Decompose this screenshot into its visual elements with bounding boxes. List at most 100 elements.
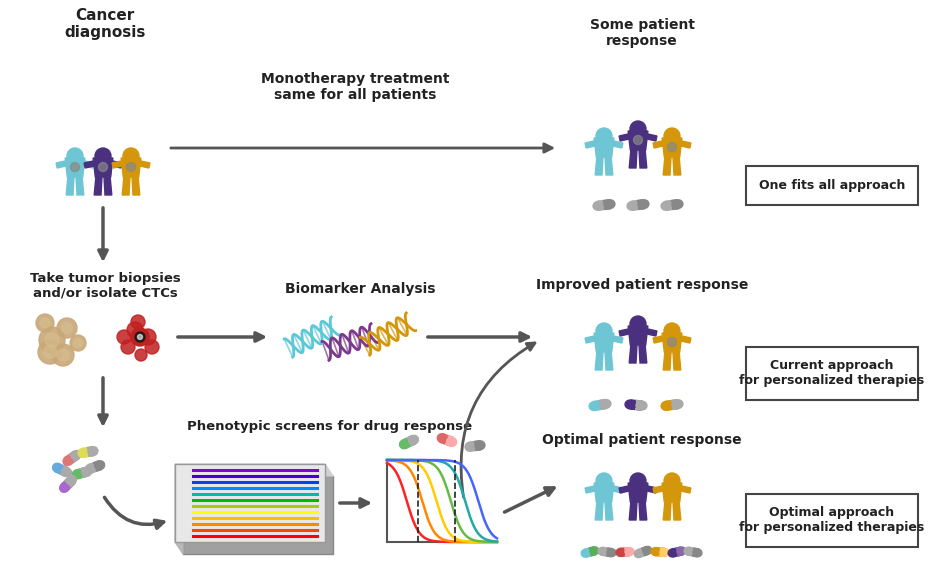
Circle shape: [596, 323, 612, 339]
Ellipse shape: [581, 549, 590, 557]
Circle shape: [664, 128, 680, 144]
Circle shape: [39, 327, 65, 353]
Bar: [665, 400, 678, 410]
Circle shape: [131, 328, 149, 346]
Polygon shape: [175, 464, 333, 476]
Polygon shape: [629, 345, 637, 363]
Bar: [636, 400, 642, 410]
Ellipse shape: [607, 549, 616, 557]
Polygon shape: [594, 483, 614, 502]
Ellipse shape: [437, 434, 447, 443]
Bar: [637, 547, 649, 557]
Bar: [624, 547, 630, 556]
Polygon shape: [639, 502, 647, 520]
Circle shape: [98, 162, 108, 172]
Ellipse shape: [677, 547, 686, 555]
Polygon shape: [653, 141, 663, 148]
Polygon shape: [664, 157, 671, 175]
Circle shape: [62, 323, 72, 333]
Polygon shape: [605, 157, 613, 175]
Text: Monotherapy treatment
same for all patients: Monotherapy treatment same for all patie…: [261, 72, 449, 102]
Bar: [61, 477, 75, 491]
Polygon shape: [112, 161, 122, 168]
Polygon shape: [619, 486, 629, 493]
Text: Take tumor biopsies
and/or isolate CTCs: Take tumor biopsies and/or isolate CTCs: [30, 272, 181, 300]
Bar: [89, 461, 101, 473]
Bar: [402, 436, 416, 448]
Polygon shape: [104, 177, 111, 195]
Polygon shape: [664, 352, 671, 370]
Circle shape: [630, 473, 646, 489]
Circle shape: [630, 121, 646, 137]
Ellipse shape: [651, 547, 660, 555]
FancyBboxPatch shape: [175, 464, 325, 542]
Polygon shape: [629, 150, 637, 168]
Polygon shape: [93, 158, 113, 177]
Polygon shape: [619, 134, 629, 141]
Polygon shape: [639, 345, 647, 363]
Polygon shape: [628, 326, 648, 345]
Ellipse shape: [409, 435, 418, 444]
Circle shape: [74, 339, 82, 347]
Polygon shape: [619, 329, 629, 336]
Polygon shape: [595, 502, 603, 520]
Circle shape: [140, 329, 156, 345]
Bar: [446, 436, 453, 446]
Polygon shape: [629, 502, 637, 520]
Ellipse shape: [635, 550, 643, 558]
Polygon shape: [56, 161, 66, 168]
Ellipse shape: [81, 467, 92, 476]
Bar: [65, 477, 75, 487]
Ellipse shape: [88, 447, 98, 456]
Bar: [688, 547, 698, 557]
Ellipse shape: [616, 549, 625, 557]
Text: One fits all approach: One fits all approach: [759, 178, 905, 192]
Polygon shape: [639, 150, 647, 168]
Circle shape: [135, 332, 145, 342]
Polygon shape: [653, 336, 663, 343]
Circle shape: [117, 330, 131, 344]
Polygon shape: [585, 141, 595, 148]
Bar: [94, 461, 101, 471]
Bar: [672, 547, 682, 557]
Ellipse shape: [66, 476, 77, 485]
Polygon shape: [121, 158, 141, 177]
Ellipse shape: [71, 451, 80, 460]
Circle shape: [596, 473, 612, 489]
Ellipse shape: [693, 549, 702, 557]
Bar: [637, 200, 644, 209]
Circle shape: [43, 345, 56, 359]
Polygon shape: [647, 134, 657, 141]
Bar: [593, 400, 607, 410]
Circle shape: [138, 335, 142, 340]
Polygon shape: [613, 336, 622, 343]
Bar: [671, 200, 678, 209]
Circle shape: [121, 340, 135, 354]
Bar: [599, 400, 607, 410]
Polygon shape: [647, 329, 657, 336]
Text: Optimal approach
for personalized therapies: Optimal approach for personalized therap…: [739, 506, 925, 534]
Bar: [676, 547, 682, 556]
Circle shape: [95, 148, 111, 164]
Bar: [407, 436, 416, 446]
Polygon shape: [95, 177, 102, 195]
Polygon shape: [613, 141, 622, 148]
Bar: [604, 200, 610, 209]
Circle shape: [131, 315, 145, 329]
Ellipse shape: [78, 448, 88, 458]
Ellipse shape: [85, 464, 95, 473]
Ellipse shape: [672, 200, 683, 209]
Ellipse shape: [643, 546, 651, 554]
Bar: [642, 547, 649, 556]
Bar: [671, 400, 678, 410]
Bar: [632, 200, 644, 210]
Ellipse shape: [672, 400, 683, 409]
Ellipse shape: [590, 547, 599, 555]
Ellipse shape: [52, 463, 63, 472]
Bar: [66, 451, 79, 464]
Polygon shape: [112, 161, 122, 168]
Polygon shape: [595, 352, 603, 370]
Bar: [589, 547, 595, 556]
Polygon shape: [595, 157, 603, 175]
Ellipse shape: [668, 549, 677, 557]
